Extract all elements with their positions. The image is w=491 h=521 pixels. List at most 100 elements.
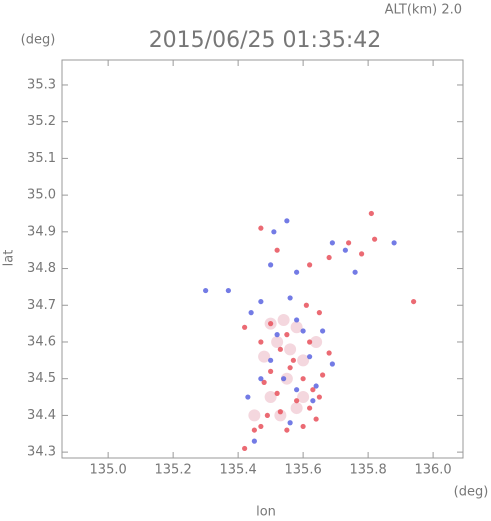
radar-point	[297, 354, 310, 367]
radar-point	[258, 423, 264, 430]
y-tick-label: 34.6	[27, 334, 56, 349]
radar-point	[411, 298, 417, 305]
radar-point	[268, 368, 274, 374]
y-tick-label: 34.7	[27, 298, 56, 313]
x-unit: (deg)	[454, 485, 489, 500]
radar-point	[297, 391, 310, 404]
radar-point	[277, 346, 283, 352]
radar-point	[326, 254, 332, 261]
y-tick-label: 35.0	[27, 188, 56, 203]
radar-point	[274, 390, 280, 396]
radar-point	[248, 310, 254, 316]
radar-point	[368, 210, 374, 217]
radar-point	[307, 262, 313, 268]
radar-point	[316, 310, 322, 316]
radar-point	[294, 387, 300, 393]
radar-point	[277, 313, 290, 326]
radar-point	[287, 295, 293, 301]
radar-point	[310, 387, 316, 393]
radar-point	[268, 321, 274, 327]
radar-point	[359, 251, 365, 257]
radar-point	[320, 372, 326, 378]
radar-point	[242, 324, 248, 330]
radar-point	[391, 240, 397, 246]
radar-point	[300, 423, 306, 430]
radar-point	[287, 420, 293, 426]
radar-point	[284, 218, 290, 224]
radar-point	[290, 402, 303, 415]
radar-point	[320, 328, 326, 334]
radar-point	[251, 427, 257, 433]
x-tick-label: 135.0	[90, 463, 127, 478]
radar-point	[203, 287, 209, 294]
radar-point	[258, 350, 271, 363]
radar-point	[274, 247, 280, 253]
radar-point	[284, 332, 290, 338]
radar-point	[268, 357, 274, 363]
radar-point	[242, 445, 248, 452]
radar-point	[310, 335, 323, 348]
y-tick-label: 34.8	[27, 261, 56, 276]
y-tick-label: 34.5	[27, 371, 56, 386]
radar-point	[290, 357, 296, 363]
radar-point	[264, 391, 277, 404]
y-tick-label: 35.2	[27, 114, 56, 129]
radar-point	[280, 372, 293, 385]
radar-point	[290, 321, 303, 334]
radar-point	[313, 383, 319, 389]
radar-point	[251, 438, 257, 444]
y-tick-label: 35.3	[27, 77, 56, 92]
radar-point	[303, 302, 309, 308]
radar-point	[225, 287, 231, 294]
y-tick-label: 34.4	[27, 408, 56, 423]
radar-point	[258, 225, 264, 231]
chart-title: 2015/06/25 01:35:42	[149, 28, 382, 53]
radar-point	[284, 427, 290, 433]
radar-point	[316, 394, 322, 400]
radar-point	[271, 335, 284, 348]
radar-point	[313, 416, 319, 422]
y-unit: (deg)	[21, 33, 56, 48]
radar-point	[329, 240, 335, 246]
radar-point	[329, 361, 335, 367]
radar-point	[300, 328, 306, 334]
radar-point	[342, 247, 348, 253]
radar-point	[294, 398, 300, 404]
x-tick-label: 135.6	[285, 463, 322, 478]
radar-point	[258, 339, 264, 345]
radar-point	[294, 317, 300, 323]
radar-point	[281, 376, 287, 382]
y-tick-label: 34.9	[27, 224, 56, 239]
radar-point	[261, 379, 267, 385]
radar-point	[307, 354, 313, 360]
plot-frame	[61, 59, 464, 459]
radar-point	[284, 343, 297, 356]
x-tick-label: 135.2	[155, 463, 192, 478]
x-tick-label: 135.8	[350, 463, 387, 478]
radar-point	[372, 236, 378, 242]
radar-point	[274, 409, 287, 422]
radar-point	[245, 394, 251, 400]
radar-point	[294, 269, 300, 275]
radar-point	[277, 409, 283, 415]
radar-point	[264, 412, 270, 419]
y-tick-label: 35.1	[27, 151, 56, 166]
radar-point	[326, 350, 332, 356]
radar-point	[346, 240, 352, 246]
radar-point	[258, 376, 264, 382]
radar-point	[307, 405, 313, 411]
x-tick-label: 136.0	[414, 463, 451, 478]
radar-point	[268, 262, 274, 268]
x-tick-label: 135.4	[220, 463, 257, 478]
radar-point	[300, 376, 306, 382]
y-tick-label: 34.3	[27, 445, 56, 460]
radar-point	[352, 269, 358, 275]
radar-point	[274, 332, 280, 338]
altitude-label: ALT(km) 2.0	[385, 3, 462, 18]
radar-point	[310, 398, 316, 404]
radar-point	[258, 298, 264, 305]
radar-point	[287, 365, 293, 371]
radar-point	[248, 409, 261, 422]
radar-point	[271, 229, 277, 235]
